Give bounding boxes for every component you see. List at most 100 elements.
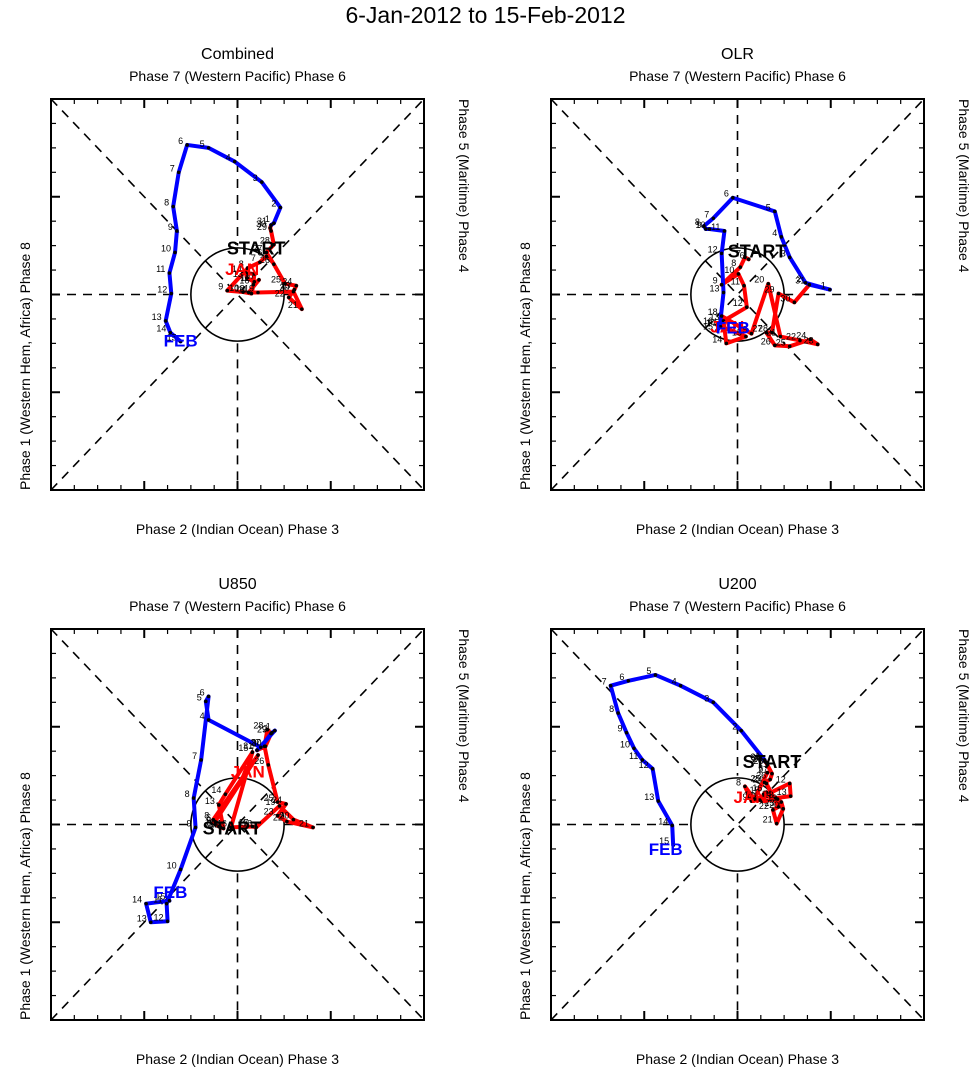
day-label: 17 (238, 817, 248, 827)
day-label: 18 (235, 284, 245, 294)
day-label: 9 (168, 222, 173, 232)
day-label: 20 (754, 275, 764, 285)
day-label: 11 (153, 895, 162, 905)
day-label: 30 (251, 737, 261, 747)
day-label: 11 (731, 277, 740, 287)
day-label: 6 (206, 813, 211, 823)
day-marker (722, 229, 727, 233)
day-label: 21 (763, 815, 773, 825)
day-marker (671, 843, 675, 847)
day-label: 13 (233, 269, 243, 279)
panel-top-axis-label-u200: Phase 7 (Western Pacific) Phase 6 (629, 598, 846, 614)
day-label: 14 (232, 264, 242, 274)
day-label: 28 (260, 236, 270, 246)
day-label: 15 (732, 328, 742, 338)
day-marker (218, 825, 223, 830)
day-label: 7 (736, 248, 741, 258)
day-label: 16 (703, 316, 713, 326)
day-label: 25 (776, 337, 786, 347)
day-label: 4 (672, 677, 677, 687)
day-marker (245, 276, 249, 280)
day-label: 19 (244, 284, 254, 294)
panel-u850: U850 Phase 7 (Western Pacific) Phase 6 Pha… (17, 576, 475, 1090)
day-marker (779, 235, 784, 239)
day-label: 12 (209, 819, 219, 829)
day-label: 11 (744, 790, 753, 800)
day-label: 28 (253, 721, 263, 731)
day-marker (206, 146, 211, 150)
day-label: 17 (748, 792, 758, 802)
day-marker (724, 341, 729, 346)
day-marker (270, 730, 274, 735)
day-label: 20 (279, 283, 289, 293)
y-axis-label-right-olr: Phase 5 (Maritime) Phase 4 (956, 99, 971, 273)
x-axis-label-olr: Phase 2 (Indian Ocean) Phase 3 (635, 521, 840, 537)
day-marker (787, 255, 792, 260)
day-label: 12 (154, 912, 164, 922)
day-marker (808, 337, 813, 342)
day-marker (743, 255, 747, 260)
day-marker (167, 271, 172, 275)
annotation-start: START (743, 752, 802, 772)
day-label: 8 (609, 704, 614, 714)
day-label: 10 (205, 817, 215, 827)
day-marker (178, 339, 183, 344)
day-label: 8 (731, 258, 736, 268)
day-label: 27 (252, 243, 262, 253)
day-marker (762, 758, 767, 762)
day-label: 9 (697, 220, 702, 230)
day-marker (191, 796, 196, 800)
day-marker (273, 728, 277, 733)
day-marker (738, 265, 743, 269)
day-label: 13 (777, 787, 787, 797)
y-axis-label-left-olr: Phase 1 (Western Hem, Africa) Phase 8 (517, 242, 533, 490)
day-marker (203, 699, 208, 704)
day-marker (787, 781, 792, 786)
day-label: 29 (257, 222, 267, 232)
plot-area-u200: -4-4-2-200224467891011121314151617181920… (550, 628, 925, 1021)
day-marker (211, 817, 216, 822)
day-marker (269, 223, 273, 227)
day-label: 14 (712, 334, 722, 344)
day-label: 28 (753, 756, 763, 766)
day-label: 4 (200, 711, 205, 721)
day-label: 6 (257, 247, 262, 257)
day-marker (678, 683, 683, 688)
day-label: 27 (758, 765, 768, 775)
panel-u200: U200 Phase 7 (Western Pacific) Phase 6 Pha… (517, 576, 971, 1090)
day-label: 29 (752, 754, 762, 764)
panel-top-axis-label-u850: Phase 7 (Western Pacific) Phase 6 (129, 598, 346, 614)
day-label: 6 (724, 189, 729, 199)
day-marker (656, 799, 661, 803)
day-label: 24 (796, 330, 806, 340)
day-marker (175, 229, 179, 233)
day-label: 7 (602, 677, 607, 687)
day-label: 3 (253, 173, 258, 183)
day-marker (283, 281, 287, 286)
day-label: 7 (745, 790, 750, 800)
day-marker (761, 792, 766, 796)
day-marker (257, 278, 261, 282)
day-label: 8 (695, 217, 700, 227)
day-label: 31 (243, 741, 253, 751)
day-marker (294, 283, 299, 288)
day-marker (745, 305, 749, 310)
day-label: 26 (254, 756, 264, 766)
day-label: 10 (167, 860, 177, 870)
day-label: 24 (752, 774, 762, 784)
diagonal-divider-1 (50, 98, 425, 491)
day-label: 7 (251, 253, 256, 263)
day-label: 11 (207, 818, 216, 828)
day-label: 18 (708, 307, 718, 317)
day-marker (764, 330, 769, 335)
day-marker (744, 334, 748, 339)
annotation-jan: JAN (734, 788, 768, 807)
day-marker (269, 229, 273, 233)
day-marker (259, 180, 264, 184)
day-label: 29 (257, 725, 267, 735)
day-label: 22 (786, 331, 796, 341)
day-label: 21 (288, 300, 298, 310)
day-label: 31 (751, 752, 761, 762)
day-marker (773, 343, 777, 348)
unit-circle (690, 777, 785, 872)
